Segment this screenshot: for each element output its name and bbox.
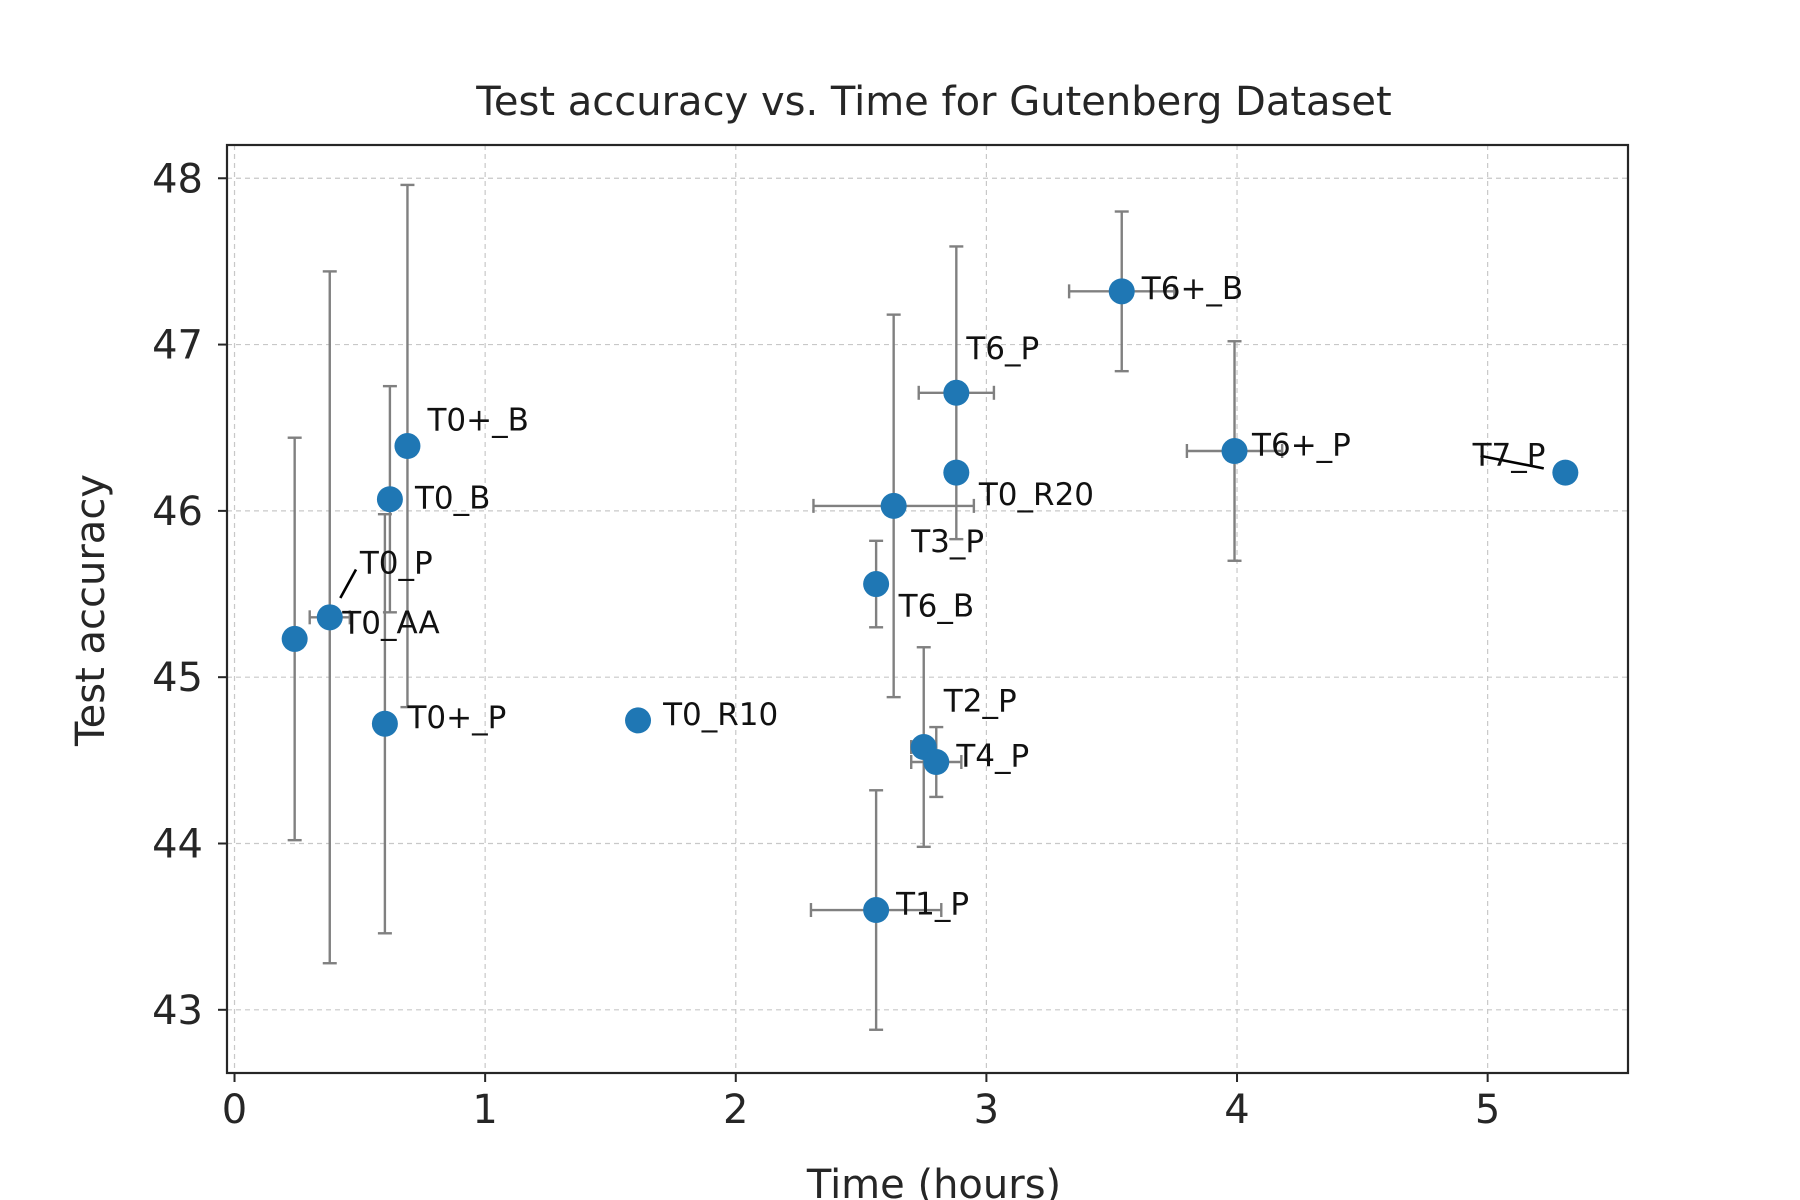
y-tick-label: 48 xyxy=(152,156,203,202)
plot-frame xyxy=(225,143,1630,1075)
data-point xyxy=(394,433,421,460)
data-point-layer xyxy=(281,278,1579,924)
data-point xyxy=(625,707,652,734)
chart-title: Test accuracy vs. Time for Gutenberg Dat… xyxy=(475,79,1391,125)
point-label: T1_P xyxy=(895,886,969,922)
data-point xyxy=(863,897,890,924)
point-label: T6+_B xyxy=(1141,271,1243,307)
point-label: T0_R20 xyxy=(978,477,1094,513)
data-point xyxy=(371,710,398,737)
label-leader-line xyxy=(1480,454,1545,470)
point-label-layer: T0_AA T0_P T0+_P T0_B T0+_B T0_R10 T1_P T6_B T3_… xyxy=(341,271,1545,922)
x-tick-label: 1 xyxy=(472,1087,497,1133)
data-point xyxy=(923,749,950,776)
data-point xyxy=(880,492,907,519)
x-axis-label: Time (hours) xyxy=(806,1162,1061,1200)
data-point xyxy=(943,379,970,406)
point-label: T4_P xyxy=(955,738,1029,774)
y-tick-label: 46 xyxy=(152,489,203,535)
grid-layer xyxy=(227,145,1628,1073)
point-label: T0+_P xyxy=(406,700,506,736)
point-label: T6_P xyxy=(965,331,1039,367)
point-label: T3_P xyxy=(910,524,984,560)
y-tick-label: 44 xyxy=(152,821,203,867)
point-label: T6+_P xyxy=(1251,427,1351,463)
point-label: T0_B xyxy=(414,481,490,517)
leader-line-layer xyxy=(339,454,1545,599)
point-label: T0_P xyxy=(359,545,433,581)
data-point xyxy=(1108,278,1135,305)
x-tick-label: 0 xyxy=(222,1087,247,1133)
data-point xyxy=(1221,438,1248,465)
data-point xyxy=(281,625,308,652)
data-point xyxy=(316,604,343,631)
data-point xyxy=(376,486,403,513)
x-tick-label: 3 xyxy=(974,1087,999,1133)
data-point xyxy=(863,571,890,598)
y-tick-label: 43 xyxy=(152,988,203,1034)
point-label: T0+_B xyxy=(427,402,529,438)
data-point xyxy=(943,459,970,486)
x-tick-label: 2 xyxy=(723,1087,748,1133)
y-axis-label: Test accuracy xyxy=(68,474,114,747)
x-tick-label: 5 xyxy=(1475,1087,1500,1133)
point-label: T7_P xyxy=(1472,437,1546,473)
point-label: T0_AA xyxy=(341,605,439,641)
point-label: T0_R10 xyxy=(662,697,778,733)
y-tick-label: 47 xyxy=(152,323,203,369)
label-leader-line xyxy=(339,568,358,599)
data-point xyxy=(1552,459,1579,486)
point-label: T2_P xyxy=(943,683,1017,719)
x-tick-label: 4 xyxy=(1224,1087,1249,1133)
point-label: T6_B xyxy=(898,589,974,625)
y-tick-label: 45 xyxy=(152,655,203,701)
